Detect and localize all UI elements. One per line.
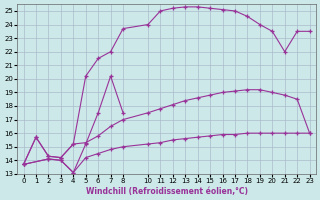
- X-axis label: Windchill (Refroidissement éolien,°C): Windchill (Refroidissement éolien,°C): [85, 187, 248, 196]
